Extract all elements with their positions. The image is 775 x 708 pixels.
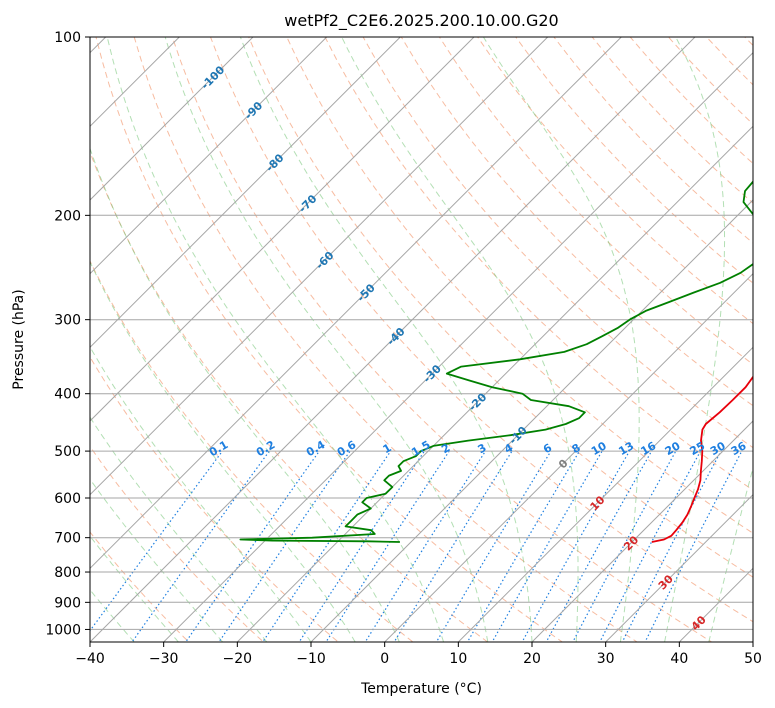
y-tick-label: 900: [54, 595, 81, 611]
x-axis: −40 −30 −20 −10 0 10 20 30 40 50: [75, 642, 762, 667]
dry-adiabat: [90, 259, 414, 642]
isotherm: [90, 37, 401, 349]
isotherm: [384, 272, 753, 642]
y-axis: 1000 900 800 700 600 500 400 300 200 100: [45, 30, 90, 638]
dry-adiabat: [133, 37, 638, 642]
x-axis-label: Temperature (°C): [360, 681, 482, 697]
x-tick-label: 20: [523, 651, 541, 667]
isotherm: [90, 37, 549, 496]
isotherm: [90, 37, 696, 642]
moist-adiabat: [90, 478, 223, 642]
y-tick-label: 100: [54, 30, 81, 46]
y-tick-label: 400: [54, 387, 81, 403]
dry-adiabat: [248, 37, 753, 578]
isotherm: [90, 37, 328, 275]
isotherm: [605, 493, 753, 642]
dry-adiabat: [171, 37, 713, 642]
moist-adiabat: [482, 37, 640, 642]
dry-adiabat: [90, 356, 339, 642]
plot-area: -100-90-80-70-60-50-40-30-20-10010203040…: [90, 37, 753, 642]
moist-adiabat: [164, 37, 489, 642]
moist-adiabat: [90, 147, 400, 642]
dry-adiabat: [515, 37, 753, 284]
y-axis-label: Pressure (hPa): [11, 289, 27, 389]
moist-adiabat: [708, 466, 753, 642]
dry-adiabat: [362, 37, 753, 449]
x-tick-label: 0: [380, 651, 389, 667]
y-tick-label: 300: [54, 313, 81, 329]
x-tick-label: −10: [296, 651, 326, 667]
x-tick-label: 50: [744, 651, 762, 667]
y-tick-label: 800: [54, 565, 81, 581]
chart-title: wetPf2_C2E6.2025.200.10.00.G20: [284, 11, 558, 31]
x-tick-label: 10: [449, 651, 467, 667]
y-tick-label: 1000: [45, 622, 81, 638]
x-tick-label: −30: [149, 651, 179, 667]
temperature-profile: [651, 375, 753, 543]
isotherm: [90, 37, 475, 422]
y-tick-label: 700: [54, 531, 81, 547]
profiles: [239, 180, 753, 543]
isotherm: [531, 420, 753, 642]
moist-adiabat: [341, 37, 579, 642]
dry-adiabat: [209, 37, 753, 623]
moist-adiabat: [106, 37, 445, 642]
y-tick-label: 600: [54, 491, 81, 507]
y-tick-label: 500: [54, 444, 81, 460]
x-tick-label: 40: [670, 651, 688, 667]
dry-adiabat: [90, 531, 190, 642]
isotherm: [310, 199, 753, 642]
pressure-gridlines: [90, 37, 753, 630]
x-tick-label: −40: [75, 651, 105, 667]
moist-adiabat: [239, 37, 533, 642]
y-tick-label: 200: [54, 208, 81, 224]
isotherm: [90, 37, 622, 570]
isotherm: [90, 37, 254, 201]
moist-adiabat: [90, 260, 356, 642]
dry-adiabat: [90, 445, 265, 642]
dry-adiabats: [90, 37, 753, 642]
dry-adiabat: [95, 37, 564, 642]
isotherm: [457, 346, 753, 642]
dry-adiabat: [324, 37, 753, 491]
plot-frame: [89, 36, 754, 643]
dewpoint-profile: [239, 180, 753, 543]
dry-adiabat: [90, 150, 489, 642]
x-tick-label: −20: [223, 651, 253, 667]
x-tick-label: 30: [597, 651, 615, 667]
